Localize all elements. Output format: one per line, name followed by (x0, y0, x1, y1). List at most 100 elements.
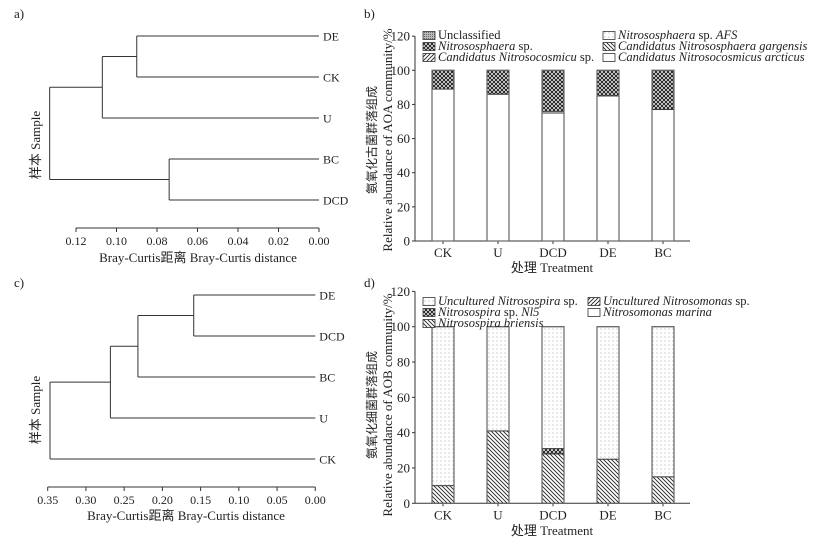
dendrogram-a-ylabel: 样本 Sample (28, 111, 43, 179)
legend-swatch (422, 42, 436, 51)
x-tick-label: DCD (539, 507, 566, 522)
legend-label: Candidatus Nitrososphaera gargensis (618, 39, 808, 53)
legend-swatch (422, 297, 436, 306)
bar (431, 69, 455, 242)
bar-chart-b-xlabel: 处理 Treatment (511, 260, 594, 275)
x-tick-label: 0.20 (152, 493, 173, 507)
bar (596, 69, 620, 242)
bar-chart-d-ylabel: Relative abundance of AOB community/% (380, 293, 395, 516)
x-tick-label: 0.12 (66, 234, 87, 248)
y-tick-label: 40 (397, 165, 410, 180)
leaf-label: DCD (323, 194, 349, 208)
bar-chart-b-ylabel-cn: 氨氧化古菌群落组成 (364, 86, 379, 194)
panel-label-d: d) (364, 275, 375, 290)
bar-segment (651, 326, 675, 478)
x-tick-label: 0.30 (75, 493, 96, 507)
x-tick-label: 0.10 (228, 493, 249, 507)
x-tick-label: CK (434, 245, 453, 260)
x-tick-label: 0.10 (106, 234, 127, 248)
y-tick-label: 0 (404, 234, 411, 249)
dendrogram-a: DE CK U BC DCD 0.12 0.10 0.08 0.06 0.04 0.02 0.00 (49, 30, 349, 248)
leaf-label: DE (323, 30, 339, 44)
legend-swatch (422, 308, 436, 317)
y-tick-label: 80 (397, 355, 410, 370)
x-tick-label: 0.04 (228, 234, 249, 248)
bar-chart-d: 0 20 40 60 80 100 120 CK U DCD DE BC Uncultured Nitr… (391, 284, 750, 522)
x-tick-label: 0.08 (147, 234, 168, 248)
x-tick-label: 0.15 (190, 493, 211, 507)
y-tick-label: 20 (397, 199, 410, 214)
bar (541, 69, 565, 242)
x-tick-label: BC (654, 245, 671, 260)
legend-label: Uncultured Nitrosospira sp. (438, 294, 578, 308)
legend-swatch (422, 319, 436, 328)
bar (431, 326, 455, 504)
bar-segment (541, 448, 565, 455)
x-tick-label: 0.06 (187, 234, 208, 248)
bar (651, 69, 675, 242)
legend-swatch (602, 31, 616, 40)
x-tick-label: 0.05 (267, 493, 288, 507)
bar (651, 326, 675, 504)
leaf-label: CK (319, 453, 336, 467)
bar-segment (651, 69, 675, 111)
legend-swatch (602, 53, 616, 62)
legend-label: Nitrososphaera sp. (437, 39, 533, 53)
x-tick-label: U (493, 507, 503, 522)
bar-chart-d-xlabel: 处理 Treatment (511, 523, 594, 538)
bar-segment (486, 93, 510, 242)
bar-segment (541, 69, 565, 112)
legend-label: Nitrosospira sp. Nl5 (437, 305, 539, 319)
x-tick-label: 0.00 (309, 234, 330, 248)
panel-label-c: c) (14, 275, 24, 290)
x-tick-label: 0.25 (114, 493, 135, 507)
bar-chart-b-ylabel: Relative abundance of AOA community/% (380, 28, 395, 251)
bar-segment (541, 112, 565, 242)
y-tick-label: 20 (397, 460, 410, 475)
y-tick-label: 120 (391, 284, 411, 299)
y-tick-label: 40 (397, 425, 410, 440)
legend-label: Candidatus Nitrosocosmicus arcticus (618, 50, 805, 64)
legend-swatch (422, 31, 436, 40)
bar-segment (596, 95, 620, 242)
x-tick-label: DCD (539, 245, 566, 260)
leaf-label: U (319, 412, 328, 426)
y-tick-label: 100 (391, 63, 411, 78)
legend-label: Nitrosomonas marina (602, 305, 712, 319)
dendrogram-a-xlabel: Bray-Curtis距离 Bray-Curtis distance (99, 250, 297, 265)
legend-label: Nitrososphaera sp. AFS (617, 28, 738, 42)
bar-segment (596, 69, 620, 97)
bar-segment (431, 88, 455, 242)
bar-segment (651, 476, 675, 504)
leaf-label: CK (323, 71, 340, 85)
y-tick-label: 0 (404, 496, 411, 511)
legend-label: Uncultured Nitrosomonas sp. (603, 294, 750, 308)
y-tick-label: 60 (397, 131, 410, 146)
bar-segment (486, 69, 510, 95)
bar-segment (596, 458, 620, 504)
bar-segment (431, 485, 455, 504)
legend-swatch (422, 53, 436, 62)
bar-chart-d-ylabel-cn: 氨氧化细菌群落组成 (365, 351, 379, 459)
leaf-label: DE (319, 289, 335, 303)
leaf-label: U (323, 112, 332, 126)
legend-label: Candidatus Nitrosocosmicu sp. (438, 50, 594, 64)
bar-segment (431, 326, 455, 487)
bar-segment (596, 326, 620, 460)
x-tick-label: CK (434, 507, 453, 522)
bar-segment (486, 430, 510, 504)
leaf-label: DCD (319, 330, 345, 344)
panel-label-a: a) (14, 6, 24, 21)
x-tick-label: 0.02 (268, 234, 289, 248)
bar-segment (431, 69, 455, 90)
bar (596, 326, 620, 504)
y-tick-label: 80 (397, 97, 410, 112)
x-tick-label: U (493, 245, 503, 260)
legend-swatch (587, 308, 601, 317)
legend-label: Unclassified (438, 28, 501, 42)
bar-segment (541, 326, 565, 450)
legend-swatch (602, 42, 616, 51)
legend-label: Nitrosospira briensis (437, 316, 544, 330)
